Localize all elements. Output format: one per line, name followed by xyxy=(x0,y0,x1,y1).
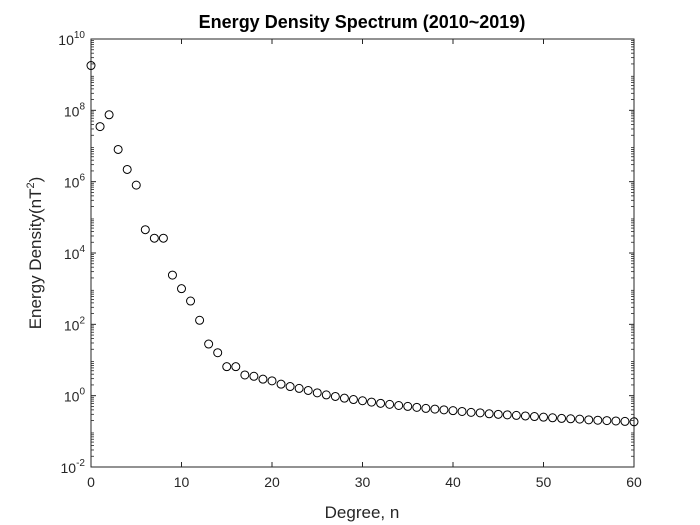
data-point xyxy=(231,362,241,372)
data-point xyxy=(186,296,196,306)
x-tick-label: 10 xyxy=(174,474,190,490)
data-point xyxy=(367,397,377,407)
x-tick-label: 30 xyxy=(355,474,371,490)
y-axis-label-close: ) xyxy=(26,177,45,183)
data-point xyxy=(475,408,485,418)
data-point xyxy=(584,415,594,425)
x-axis: 0 10 20 30 40 50 60 xyxy=(87,39,642,490)
x-tick-label: 20 xyxy=(264,474,280,490)
data-point xyxy=(448,406,458,416)
data-point xyxy=(276,379,286,389)
data-point xyxy=(457,406,467,416)
y-axis-label-superscript: 2 xyxy=(25,182,37,188)
data-point xyxy=(484,409,494,419)
data-point xyxy=(539,412,548,422)
data-point xyxy=(620,416,630,426)
data-point xyxy=(575,414,585,424)
data-point xyxy=(385,399,395,409)
x-axis-label: Degree, n xyxy=(325,503,400,522)
x-tick-label: 60 xyxy=(626,474,642,490)
data-point xyxy=(439,405,449,415)
data-point xyxy=(529,412,539,422)
y-tick-label: 106 xyxy=(64,173,86,191)
data-point xyxy=(358,396,367,406)
y-tick-label: 104 xyxy=(64,244,86,262)
data-point xyxy=(195,315,205,325)
data-point xyxy=(158,233,168,243)
data-point xyxy=(258,374,268,384)
data-point xyxy=(566,414,576,424)
data-point xyxy=(131,180,141,190)
plot-area xyxy=(90,38,635,468)
chart-title: Energy Density Spectrum (2010~2019) xyxy=(199,12,526,32)
data-point xyxy=(339,393,349,403)
data-point xyxy=(593,415,603,425)
data-point xyxy=(548,413,558,423)
data-point xyxy=(430,404,440,414)
y-axis-label: Energy Density(nT2) xyxy=(25,177,45,330)
data-point xyxy=(95,122,105,132)
data-point xyxy=(213,348,223,358)
data-point xyxy=(294,383,304,393)
data-point xyxy=(466,407,476,417)
data-point xyxy=(222,362,232,372)
data-point xyxy=(285,382,295,392)
y-tick-label: 108 xyxy=(64,101,86,119)
data-point xyxy=(412,402,422,412)
data-point xyxy=(113,144,123,154)
data-point xyxy=(511,410,521,420)
data-point xyxy=(321,390,331,400)
y-tick-label: 102 xyxy=(64,315,86,333)
data-point xyxy=(376,398,386,408)
data-point xyxy=(249,371,259,381)
data-point xyxy=(122,164,132,174)
data-series xyxy=(86,61,639,427)
data-point xyxy=(177,284,186,294)
x-tick-label: 40 xyxy=(445,474,461,490)
data-point xyxy=(149,233,159,243)
data-point xyxy=(267,376,277,386)
data-point xyxy=(557,413,567,423)
data-point xyxy=(611,416,621,426)
data-point xyxy=(140,225,150,235)
data-point xyxy=(602,416,612,426)
data-point xyxy=(493,409,503,419)
data-point xyxy=(330,391,340,401)
data-point xyxy=(167,270,177,280)
data-point xyxy=(520,411,530,421)
data-point xyxy=(348,395,358,405)
data-point xyxy=(394,401,404,411)
y-tick-label: 100 xyxy=(64,387,86,405)
data-point xyxy=(240,370,250,380)
y-tick-label: 1010 xyxy=(58,30,85,48)
data-point xyxy=(421,403,431,413)
data-point xyxy=(303,385,313,395)
x-tick-label: 0 xyxy=(87,474,95,490)
data-point xyxy=(104,110,114,120)
y-axis: 10-2 100 102 104 106 108 1010 xyxy=(58,30,634,476)
y-tick-label: 10-2 xyxy=(61,458,86,476)
data-point xyxy=(312,388,322,398)
data-point xyxy=(629,417,639,427)
data-point xyxy=(86,61,96,71)
data-point xyxy=(403,401,413,411)
x-tick-label: 50 xyxy=(536,474,552,490)
data-point xyxy=(502,410,512,420)
data-point xyxy=(204,339,214,349)
y-axis-label-text: Energy Density(nT xyxy=(26,189,45,330)
